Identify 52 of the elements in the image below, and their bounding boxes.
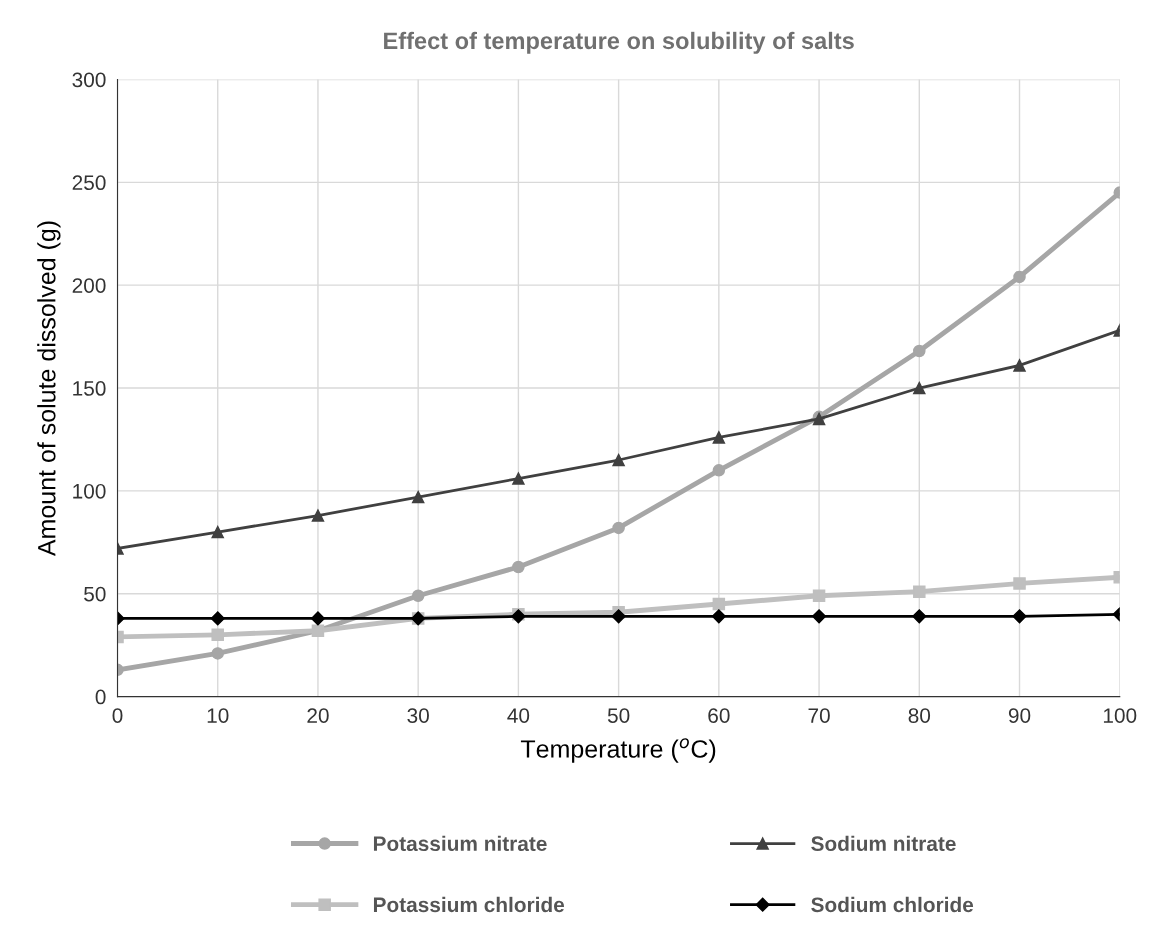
y-tick-label: 150 [73, 381, 106, 396]
legend-label: Potassium chloride [373, 896, 565, 913]
point [712, 597, 726, 611]
x-tick-label: 10 [207, 708, 229, 723]
point [1013, 270, 1026, 284]
y-tick-label: 250 [72, 175, 106, 191]
point [411, 589, 425, 603]
y-tick-label: 100 [73, 483, 106, 499]
point [512, 472, 525, 485]
point [913, 381, 926, 395]
point [512, 560, 525, 574]
x-tick-label: 30 [407, 708, 429, 723]
y-tick-label: 0 [95, 689, 106, 705]
point [411, 490, 425, 504]
y-axis-title: Amount of solute dissolved (g) [37, 221, 61, 557]
y-tick-label: 200 [72, 278, 106, 293]
point [311, 509, 325, 522]
point [611, 609, 626, 624]
point [712, 464, 726, 477]
x-tick-label: 40 [507, 708, 530, 723]
x-tick-label: 80 [908, 708, 931, 723]
point [1012, 609, 1027, 624]
point [912, 609, 927, 624]
point [612, 521, 625, 535]
y-tick-label: 50 [84, 586, 106, 602]
x-tick-label: 90 [1008, 708, 1031, 723]
x-tick-label: 60 [708, 708, 730, 723]
point [1013, 359, 1026, 372]
point [211, 628, 224, 642]
point [211, 647, 224, 660]
legend-label: Sodium nitrate [811, 835, 956, 852]
chart-title: Effect of temperature on solubility of salts [384, 31, 854, 54]
point [812, 589, 826, 603]
point [712, 431, 726, 444]
point [210, 611, 225, 626]
point [811, 609, 827, 624]
x-tick-label: 70 [808, 708, 830, 723]
x-tick-label: 50 [607, 708, 630, 723]
legend-label: Sodium chloride [811, 896, 974, 913]
legend-label: Potassium nitrate [373, 835, 547, 852]
point [1013, 577, 1026, 590]
x-tick-label: 20 [307, 708, 329, 723]
point [913, 585, 926, 598]
point [711, 609, 726, 624]
y-tick-label: 300 [72, 72, 106, 88]
point [612, 453, 625, 467]
x-axis-title: Temperature ($^{o}$C) [520, 738, 716, 763]
point [913, 344, 926, 358]
x-tick-label: 0 [112, 708, 123, 723]
point [211, 525, 224, 539]
point [310, 611, 326, 626]
x-tick-label: 100 [1103, 708, 1137, 723]
